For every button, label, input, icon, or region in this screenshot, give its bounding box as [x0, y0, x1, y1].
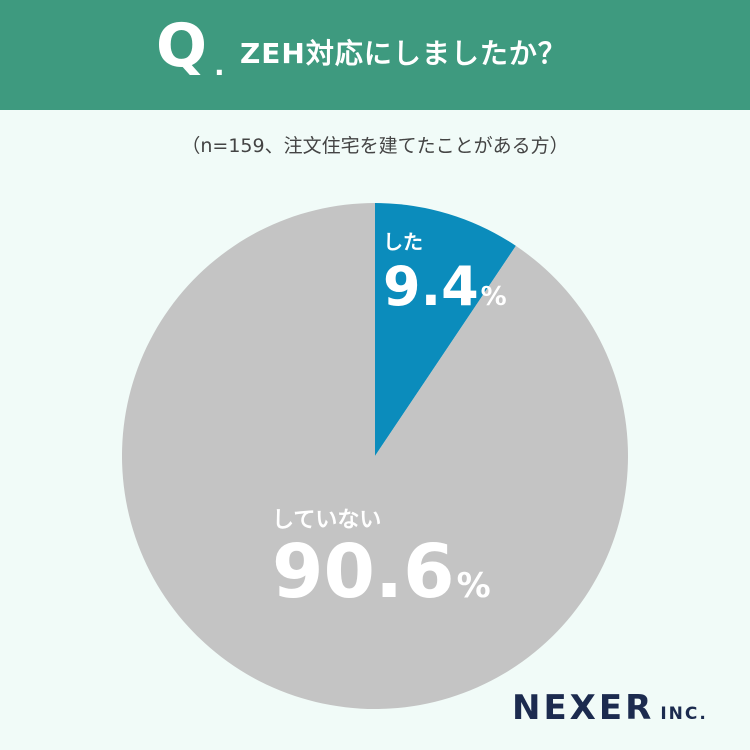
slice-label-shita: した: [383, 230, 423, 254]
question-header: Q . ZEH対応にしましたか？: [0, 0, 750, 110]
slice-label-shiteinai: していない: [272, 508, 381, 533]
q-mark: Q: [156, 11, 208, 81]
question-text: ZEH対応にしましたか？: [240, 37, 567, 70]
q-dot: .: [214, 49, 225, 82]
nexer-logo: NEXER INC.: [512, 688, 708, 728]
pie-slice-shita: [375, 203, 516, 456]
logo-main: NEXER: [512, 688, 655, 728]
sample-note: （n=159、注文住宅を建てたことがある方）: [181, 135, 569, 157]
slice-value-shita: 9.4%: [383, 255, 507, 318]
logo-sub: INC.: [660, 704, 708, 724]
pie-slice-shiteinai: [122, 203, 629, 710]
slice-value-shiteinai: 90.6%: [272, 529, 491, 615]
